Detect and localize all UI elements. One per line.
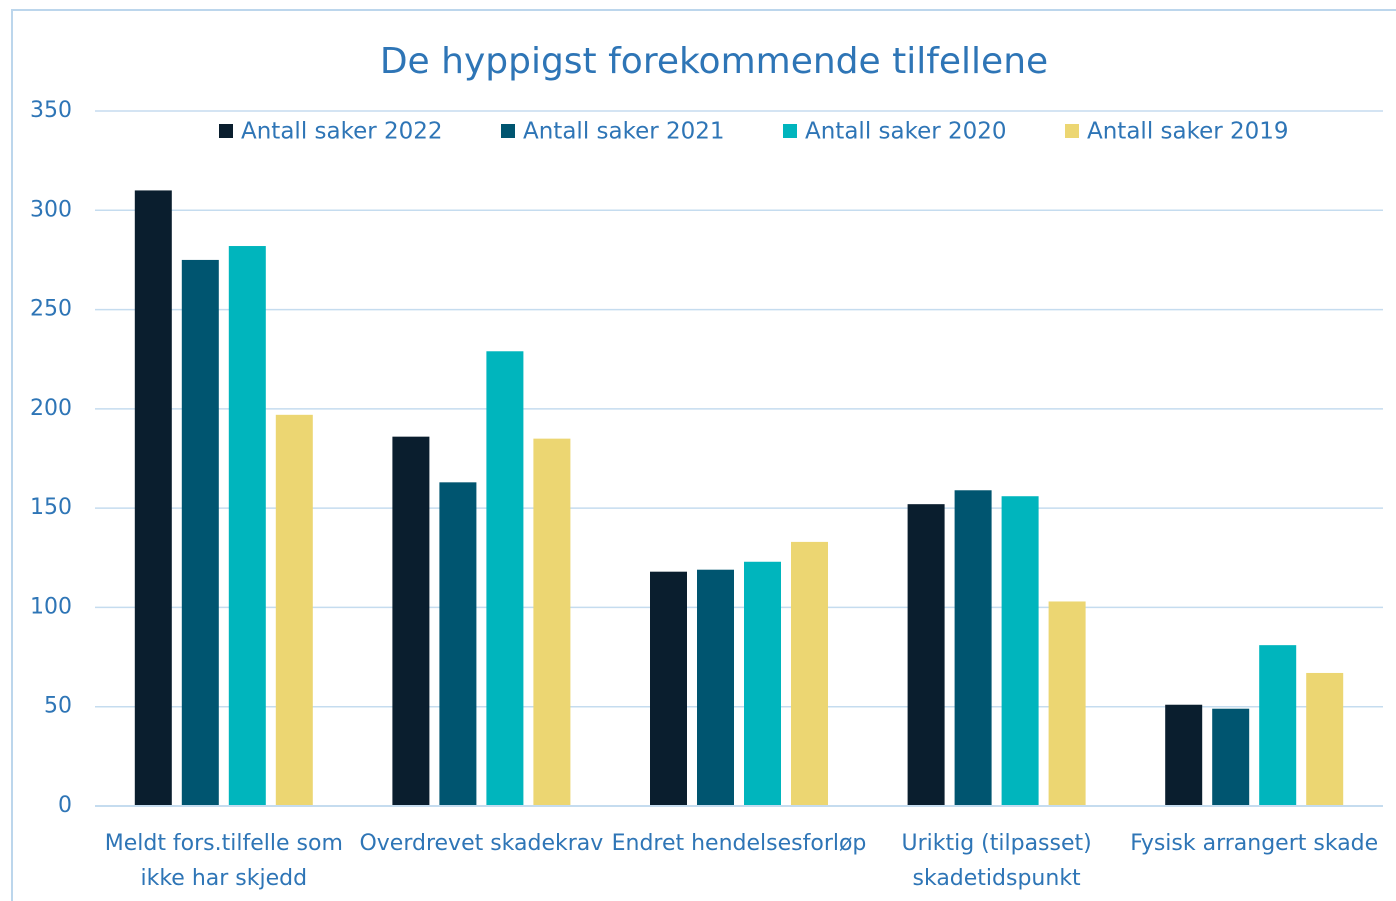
legend-label: Antall saker 2020 [805,119,1007,145]
y-tick-label: 0 [58,793,72,818]
legend-swatch [1065,124,1079,138]
bar [650,571,687,806]
bar [697,569,734,806]
bar [1165,704,1203,806]
bar [791,541,828,806]
y-tick-label: 250 [30,297,72,322]
x-tick-label: Endret hendelsesforløp [611,831,867,856]
bar [1212,708,1250,806]
bar [181,259,219,806]
bar [392,436,430,806]
legend-swatch [501,124,515,138]
x-tick-label: Uriktig (tilpasset) skadetidspunkt [901,831,1092,891]
bar [1048,601,1086,806]
bar [907,504,945,806]
bar [1306,672,1344,806]
legend-label: Antall saker 2019 [1087,119,1289,145]
y-tick-label: 350 [30,98,72,123]
bar [954,490,992,806]
y-tick-label: 50 [44,694,72,719]
bar [486,351,524,806]
x-tick-label: Meldt fors.tilfelle som ikke har skjedd [104,831,343,891]
bar [533,438,571,806]
bar [1001,496,1039,806]
bar [275,414,313,806]
x-tick-label: Overdrevet skadekrav [359,831,604,856]
legend-label: Antall saker 2021 [523,119,725,145]
y-tick-label: 200 [30,396,72,421]
bar [1259,645,1297,806]
bar [744,561,781,806]
y-tick-label: 100 [30,594,72,619]
legend-label: Antall saker 2022 [241,119,443,145]
bar [134,190,172,806]
y-tick-label: 300 [30,197,72,222]
y-tick-label: 150 [30,495,72,520]
bar [228,246,266,806]
legend-swatch [219,124,233,138]
chart-title: De hyppigst forekommende tilfellene [380,41,1048,82]
x-tick-label: Fysisk arrangert skade [1130,831,1379,856]
legend-swatch [783,124,797,138]
chart-frame [11,9,1396,901]
bar [439,482,477,806]
